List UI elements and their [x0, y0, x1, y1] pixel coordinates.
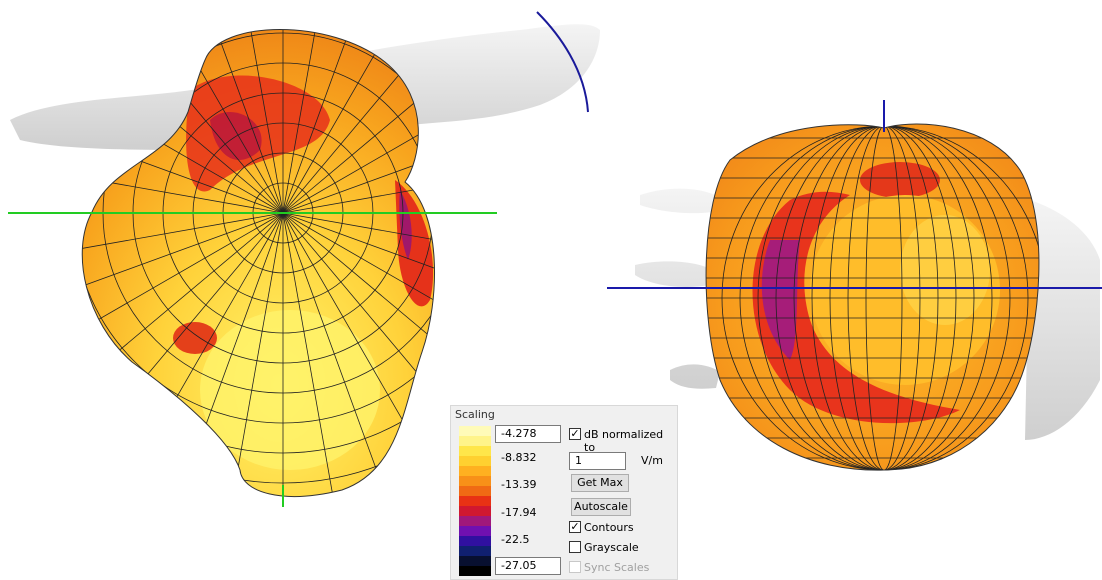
unit-label: V/m	[641, 454, 663, 467]
mesh-line	[282, 212, 435, 316]
normalize-input[interactable]: 1	[569, 452, 626, 470]
mesh-line	[230, 29, 284, 214]
mesh-line	[82, 212, 284, 364]
scale-label: -17.94	[501, 506, 537, 519]
mesh-line	[282, 29, 435, 214]
button[interactable]: Autoscale	[571, 498, 631, 516]
mesh-line	[82, 160, 284, 214]
mesh-line	[282, 62, 435, 214]
checkbox-label[interactable]: Sync Scales	[584, 561, 650, 574]
mesh-line	[282, 212, 336, 497]
panel-title: Scaling	[455, 408, 495, 421]
mesh-line	[282, 29, 435, 214]
scale-label: -13.39	[501, 478, 537, 491]
checkbox[interactable]: ✓	[569, 427, 581, 440]
mesh-line	[282, 212, 435, 407]
mesh-line	[82, 212, 284, 266]
mesh-line	[180, 29, 284, 214]
axis-arc	[536, 11, 589, 113]
scale-max-input[interactable]: -4.278	[495, 425, 561, 443]
checkbox[interactable]: ✓	[569, 520, 581, 533]
mesh-line	[282, 212, 435, 444]
pattern-outline	[705, 123, 1040, 471]
checkbox-label[interactable]: Contours	[584, 521, 634, 534]
scale-label: -22.5	[501, 533, 530, 546]
mesh-line	[82, 110, 284, 214]
color-scale	[459, 426, 491, 576]
mesh-line	[282, 29, 434, 214]
mesh-line	[282, 29, 386, 214]
checkbox[interactable]	[569, 561, 581, 573]
mesh-line	[230, 212, 284, 497]
mesh-line	[82, 212, 284, 316]
mesh-line	[282, 212, 435, 266]
checkbox[interactable]	[569, 541, 581, 553]
checkbox-label[interactable]: dB normalized to	[584, 428, 664, 454]
button[interactable]: Get Max	[571, 474, 629, 492]
mesh-line	[132, 29, 284, 214]
mesh-line	[282, 212, 386, 496]
hand-model	[1025, 200, 1100, 440]
mesh-line	[282, 29, 336, 214]
scale-label: -8.832	[501, 451, 537, 464]
mesh-line	[282, 212, 435, 364]
pattern-outline	[81, 29, 436, 497]
checkbox-label[interactable]: Grayscale	[584, 541, 639, 554]
scaling-panel: Scaling -4.278 -8.832 -13.39 -17.94 -22.…	[450, 405, 678, 580]
scale-min-input[interactable]: -27.05	[495, 557, 561, 575]
radiation-pattern-right	[706, 124, 1039, 471]
